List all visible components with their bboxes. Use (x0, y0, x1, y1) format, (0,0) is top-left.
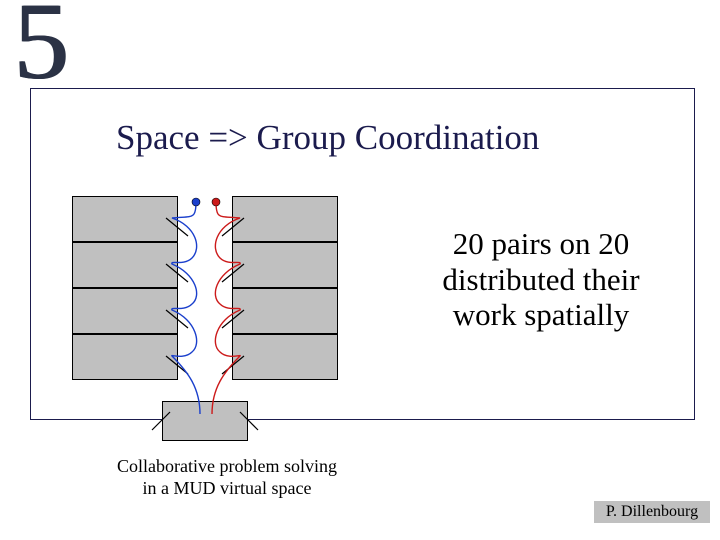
door-tick (152, 412, 170, 430)
start-dot-blue (192, 198, 200, 206)
slide: { "slide": { "number": "5", "number_font… (0, 0, 720, 540)
author-badge: P. Dillenbourg (594, 501, 710, 523)
paths-overlay (72, 196, 372, 456)
mud-diagram (72, 196, 372, 456)
slide-number: 5 (14, 0, 69, 105)
door-tick (240, 412, 258, 430)
path-red (212, 202, 240, 414)
start-dot-red (212, 198, 220, 206)
door-tick (222, 356, 244, 374)
slide-body: 20 pairs on 20distributed theirwork spat… (396, 226, 686, 333)
slide-caption: Collaborative problem solvingin a MUD vi… (82, 456, 372, 499)
slide-title: Space => Group Coordination (116, 118, 539, 158)
